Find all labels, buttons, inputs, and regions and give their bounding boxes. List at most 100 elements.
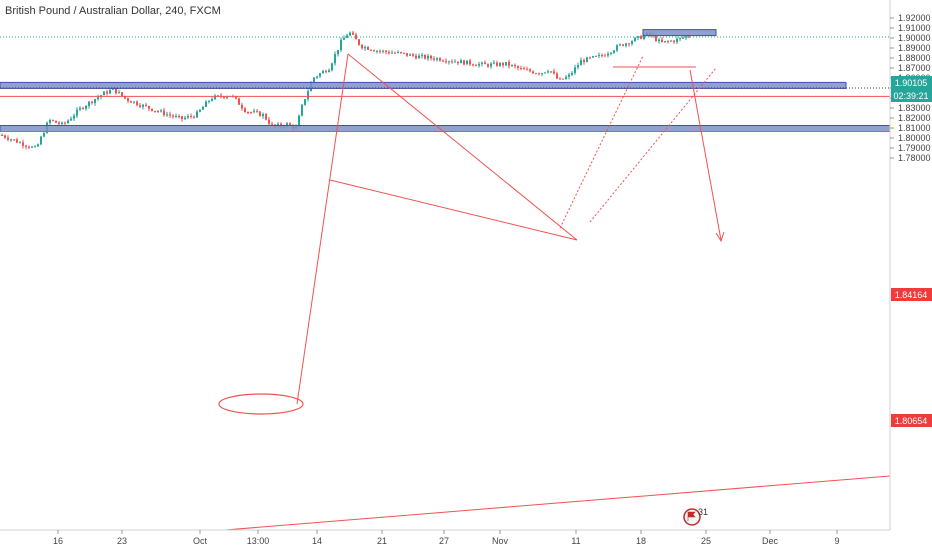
candle-body [628, 43, 630, 45]
candle-body [334, 54, 336, 64]
price-tag-level-upper: 1.84164 [891, 288, 932, 301]
candle-body [340, 39, 342, 50]
x-tick-label: Nov [492, 536, 509, 546]
candle-body [526, 69, 528, 71]
candle-body [94, 99, 96, 104]
candle-body [394, 52, 396, 54]
events-count: 31 [698, 507, 708, 517]
candle-body [262, 113, 264, 117]
candle-body [322, 71, 324, 74]
candle-body [403, 52, 405, 54]
candle-body [139, 105, 141, 107]
candle-body [256, 111, 258, 113]
candle-body [490, 63, 492, 67]
candle-body [196, 111, 198, 118]
candle-body [136, 101, 138, 106]
candle-body [244, 108, 246, 113]
candle-body [676, 38, 678, 43]
candle-body [79, 107, 81, 110]
candle-body [664, 41, 666, 43]
candle-body [331, 63, 333, 71]
candle-body [304, 99, 306, 105]
candle-body [352, 32, 354, 35]
long-trendline[interactable] [224, 475, 891, 531]
candle-body [634, 37, 636, 42]
candle-body [655, 35, 657, 42]
candle-body [28, 146, 30, 148]
candle-body [604, 55, 606, 57]
x-tick-label: 13:00 [247, 536, 270, 546]
candle-body [52, 119, 54, 121]
channel-upper-line[interactable] [559, 55, 644, 229]
candle-body [517, 66, 519, 68]
candle-body [445, 61, 447, 63]
candle-body [190, 116, 192, 118]
candle-body [235, 96, 237, 99]
candle-body [544, 72, 546, 74]
candle-body [415, 55, 417, 59]
candle-body [553, 71, 555, 74]
impulse-line[interactable] [296, 53, 349, 405]
candle-body [535, 73, 537, 75]
candle-body [124, 95, 126, 99]
candle-body [586, 57, 588, 63]
candle-body [625, 43, 627, 46]
x-tick-label: Dec [762, 536, 779, 546]
candle-body [370, 49, 372, 51]
drawings-layer [0, 29, 891, 531]
candle-body [97, 97, 99, 100]
candle-body [268, 119, 270, 124]
candle-body [169, 114, 171, 116]
candle-body [88, 101, 90, 107]
candle-body [247, 112, 249, 114]
y-tick-label: 1.78000 [898, 153, 931, 163]
candle-body [379, 50, 381, 52]
candle-body [22, 142, 24, 146]
countdown-label: 02:39:21 [893, 91, 928, 101]
candle-body [673, 40, 675, 43]
candle-body [16, 139, 18, 143]
candle-body [514, 64, 516, 67]
demand-zone-lower[interactable] [0, 125, 891, 132]
y-tick-label: 1.80000 [898, 133, 931, 143]
candle-body [154, 110, 156, 112]
candle-body [7, 137, 9, 140]
candle-body [679, 37, 681, 39]
candle-body [202, 106, 204, 110]
candle-body [115, 87, 117, 94]
price-tag-countdown: 02:39:21 [891, 89, 932, 102]
top-zone[interactable] [642, 29, 717, 37]
candle-body [106, 91, 108, 94]
candle-body [130, 101, 132, 103]
candle-body [25, 145, 27, 147]
candle-body [391, 52, 393, 54]
candle-body [49, 119, 51, 123]
candle-body [400, 52, 402, 54]
candle-body [439, 58, 441, 61]
channel-lower-line[interactable] [589, 67, 717, 223]
candle-body [547, 71, 549, 73]
candle-body [151, 108, 153, 111]
wedge-upper-line[interactable] [347, 53, 578, 241]
projection-arrow[interactable] [689, 69, 722, 241]
flag-icon-glyph [687, 511, 696, 521]
chart-title: British Pound / Australian Dollar, 240, … [5, 5, 221, 17]
x-tick-label: 25 [701, 536, 711, 546]
candle-body [361, 44, 363, 49]
candle-body [34, 146, 36, 148]
wedge-lower-line[interactable] [329, 179, 578, 241]
candle-body [103, 91, 105, 96]
candle-body [31, 146, 33, 148]
candle-body [58, 122, 60, 124]
candle-body [286, 123, 288, 127]
candle-body [133, 101, 135, 103]
candle-body [388, 51, 390, 54]
candle-body [187, 116, 189, 118]
candle-body [127, 98, 129, 102]
lows-ellipse[interactable] [218, 393, 304, 415]
candle-body [157, 111, 159, 113]
events-badge[interactable]: 31 [683, 507, 708, 526]
time-axis[interactable]: 16 23 Oct 13:00 14 21 27 Nov 11 18 25 Dec 9 [53, 530, 840, 546]
candle-body [607, 53, 609, 56]
